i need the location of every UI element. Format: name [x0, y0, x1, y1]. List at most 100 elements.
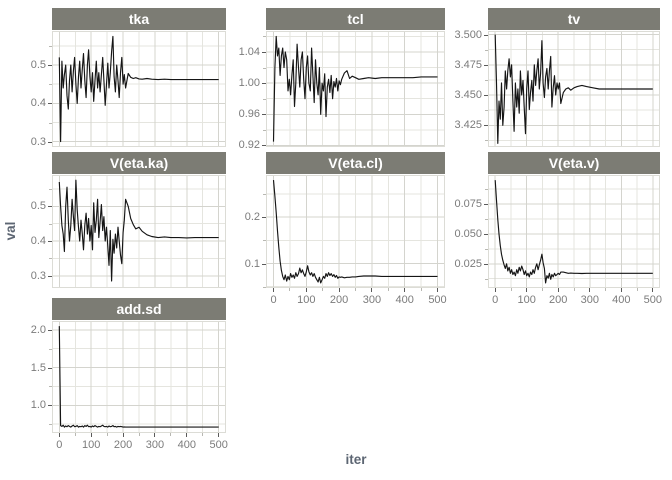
y-tick-mark	[484, 125, 488, 127]
facet-panel	[52, 321, 226, 433]
x-tick-label: 400	[612, 294, 631, 306]
x-tick-mark	[404, 288, 406, 292]
y-tick-label: 3.500	[454, 28, 482, 41]
y-minor-tick-mark	[485, 219, 488, 220]
facet-panel	[266, 31, 445, 147]
y-minor-tick-mark	[263, 36, 266, 38]
x-tick-mark	[186, 433, 188, 437]
x-tick-label: 0	[270, 294, 277, 306]
x-minor-tick-mark	[355, 288, 356, 291]
y-minor-tick-mark	[49, 84, 52, 86]
y-minor-tick-mark	[485, 110, 488, 112]
y-tick-label: 1.0	[30, 399, 46, 412]
x-minor-tick-mark	[387, 288, 389, 291]
y-tick-label: 0.96	[238, 108, 260, 121]
y-tick-mark	[48, 367, 52, 369]
trace-line	[58, 35, 219, 143]
y-minor-tick-mark	[485, 140, 488, 142]
facet-panel	[488, 31, 660, 147]
x-tick-mark	[620, 288, 622, 292]
y-minor-tick-mark	[485, 248, 488, 250]
trace-line	[272, 35, 438, 142]
x-tick-label: 100	[297, 294, 316, 306]
y-minor-tick-mark	[49, 424, 52, 426]
facet-strip-label: V(eta.ka)	[109, 155, 169, 171]
y-tick-mark	[48, 141, 52, 143]
x-tick-label: 400	[395, 294, 414, 306]
y-minor-tick-mark	[49, 348, 52, 350]
y-tick-mark	[262, 145, 266, 147]
facet-panel	[488, 175, 660, 288]
y-tick-mark	[48, 405, 52, 407]
facet-tka: tka 0.3 0.4 0.5	[12, 8, 226, 172]
x-tick-label: 300	[580, 294, 599, 306]
facet-strip: V(eta.v)	[488, 152, 660, 174]
y-minor-tick-mark	[263, 98, 266, 100]
x-tick-label: 0	[492, 294, 499, 306]
y-minor-tick-mark	[263, 240, 266, 242]
y-tick-label: 1.5	[30, 361, 46, 374]
facet-strip: add.sd	[52, 298, 226, 320]
x-tick-label: 500	[428, 294, 447, 306]
x-tick-label: 200	[113, 439, 133, 451]
y-tick-label: 0.3	[30, 135, 46, 148]
y-tick-mark	[48, 103, 52, 105]
x-tick-label: 500	[209, 439, 228, 451]
x-minor-tick-mark	[289, 288, 291, 291]
x-tick-mark	[154, 433, 156, 437]
y-minor-tick-mark	[49, 386, 52, 388]
y-tick-mark	[48, 65, 52, 67]
y-tick-label: 1.04	[238, 46, 260, 58]
facet-strip: V(eta.cl)	[266, 152, 445, 174]
y-tick-label: 0.050	[454, 227, 482, 240]
x-tick-mark	[218, 433, 220, 437]
y-tick-label: 0.2	[244, 211, 260, 224]
facet-strip-label: V(eta.cl)	[328, 155, 383, 171]
facet-panel	[266, 175, 445, 288]
facet-v-eta-v: V(eta.v) 0.025 0.050 0.075 0 100 200 300 400 500	[448, 152, 662, 313]
x-minor-tick-mark	[605, 288, 606, 291]
y-tick-label: 1.00	[238, 77, 260, 90]
y-minor-tick-mark	[485, 278, 488, 280]
y-tick-label: 2.0	[30, 323, 46, 336]
x-tick-mark	[122, 433, 124, 437]
x-tick-mark	[58, 433, 60, 437]
x-minor-tick-mark	[420, 288, 422, 291]
facet-tv: tv 3.425 3.450 3.475 3.500	[448, 8, 660, 172]
y-tick-mark	[262, 52, 266, 53]
y-tick-mark	[484, 64, 488, 66]
y-minor-tick-mark	[49, 223, 52, 225]
y-tick-mark	[484, 95, 488, 96]
trace-line	[58, 179, 219, 282]
x-tick-label: 400	[177, 439, 196, 451]
x-minor-tick-mark	[510, 288, 512, 291]
y-tick-mark	[484, 204, 488, 205]
y-minor-tick-mark	[485, 79, 488, 81]
y-minor-tick-mark	[485, 49, 488, 51]
x-tick-label: 100	[82, 439, 101, 451]
x-tick-label: 200	[549, 294, 568, 306]
x-minor-tick-mark	[170, 433, 172, 436]
x-tick-mark	[273, 288, 274, 292]
x-tick-mark	[557, 288, 559, 292]
y-tick-label: 0.025	[454, 257, 482, 270]
y-tick-label: 0.1	[244, 257, 260, 270]
y-tick-label: 0.5	[30, 200, 46, 213]
facet-strip-label: tka	[128, 11, 150, 27]
facet-strip: V(eta.ka)	[52, 152, 226, 174]
x-axis-title: iter	[345, 452, 367, 467]
y-tick-label: 0.92	[238, 139, 260, 152]
y-tick-label: 0.075	[454, 198, 482, 210]
y-minor-tick-mark	[263, 129, 266, 131]
y-tick-label: 0.5	[30, 59, 46, 72]
y-minor-tick-mark	[49, 122, 52, 124]
x-minor-tick-mark	[573, 288, 575, 291]
facet-strip-label: V(eta.v)	[548, 155, 600, 171]
facet-strip: tcl	[266, 8, 445, 30]
y-minor-tick-mark	[49, 258, 52, 260]
y-tick-mark	[48, 275, 52, 277]
trace-line	[494, 34, 653, 144]
x-tick-label: 300	[145, 439, 165, 451]
x-minor-tick-mark	[74, 433, 76, 436]
